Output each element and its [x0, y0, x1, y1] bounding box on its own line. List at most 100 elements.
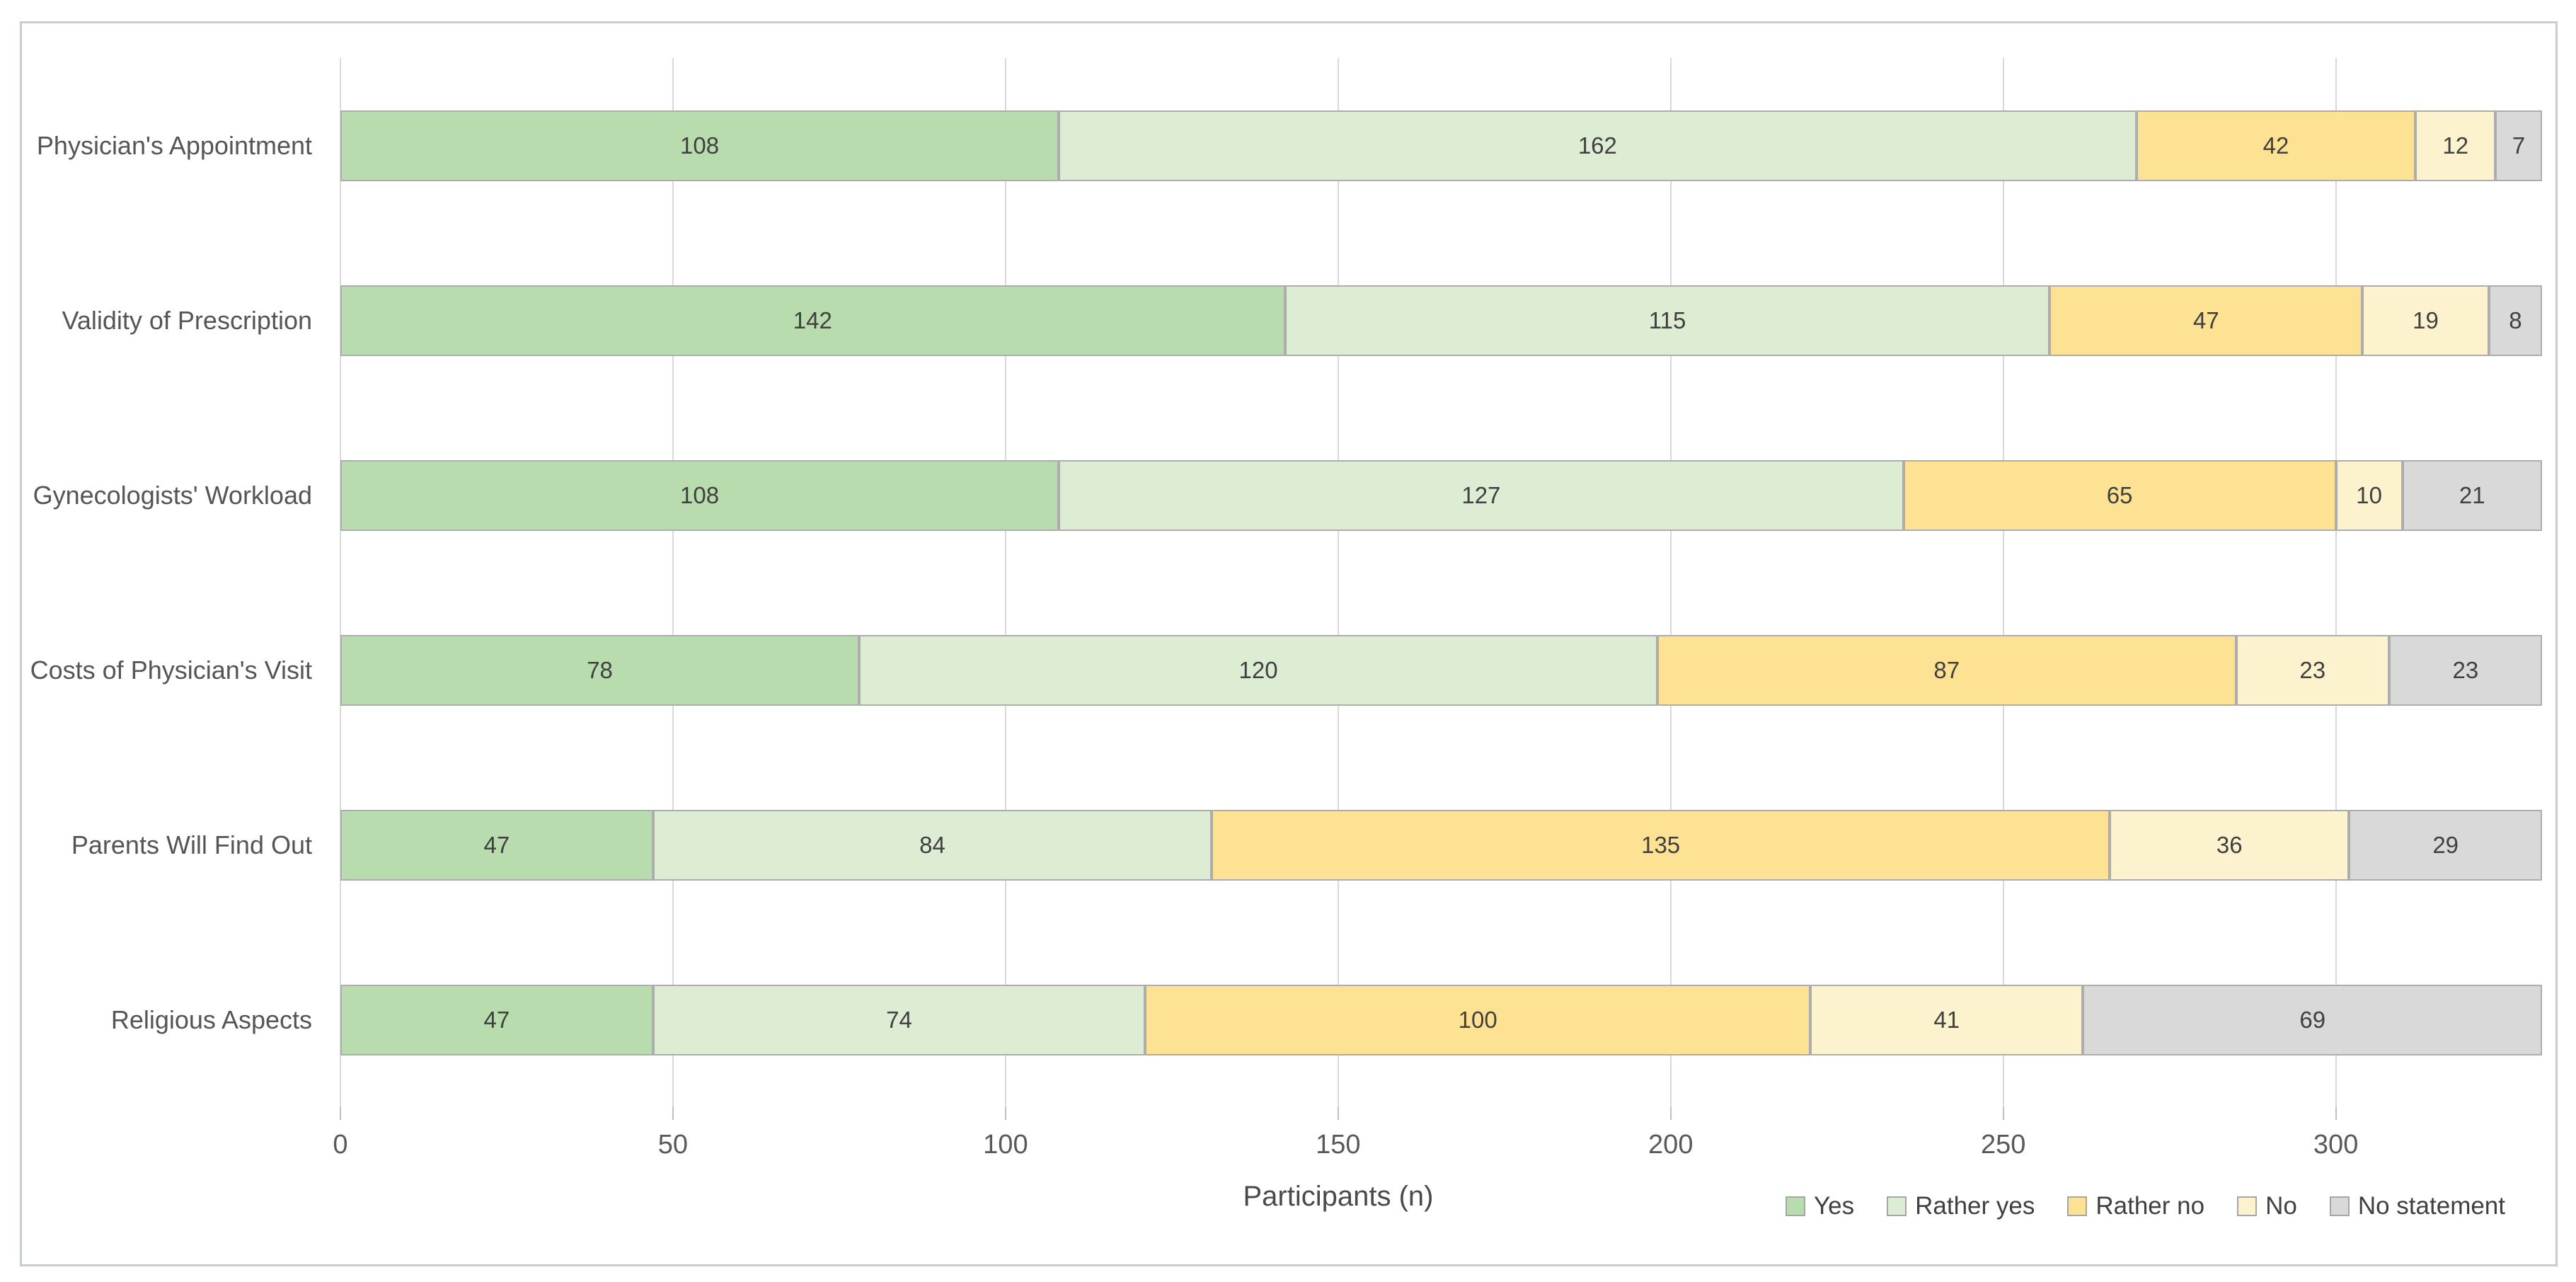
bar-segment-rather-yes: 162	[1059, 110, 2137, 181]
category-label: Costs of Physician's Visit	[30, 655, 312, 685]
x-tick-label-150: 150	[1316, 1130, 1361, 1160]
bar-segment-no: 12	[2415, 110, 2496, 181]
bar-segment-value: 23	[2299, 656, 2326, 683]
bar-segment-no-statement: 23	[2388, 634, 2542, 706]
bar-row-5: 47 74 100 41 69	[340, 984, 2542, 1055]
bar-row-1: 142 115 47 19 8	[340, 285, 2542, 356]
bar-segment-rather-yes: 120	[859, 634, 1657, 706]
bar-segment-value: 108	[680, 481, 720, 508]
bar-segment-value: 127	[1461, 481, 1501, 508]
bar-segment-no: 23	[2236, 634, 2389, 706]
gridline-50	[672, 58, 674, 1107]
legend-label: No statement	[2357, 1192, 2505, 1220]
legend-item-no-statement: No statement	[2329, 1192, 2505, 1220]
gridline-0	[340, 58, 341, 1107]
bar-segment-value: 87	[1933, 656, 1960, 683]
bar-segment-rather-yes: 115	[1284, 285, 2050, 356]
bar-segment-rather-yes: 84	[652, 809, 1212, 881]
legend-label: No	[2265, 1192, 2297, 1220]
legend-item-rather-no: Rather no	[2067, 1192, 2204, 1220]
x-tick-label-100: 100	[983, 1130, 1028, 1160]
bar-segment-rather-yes: 74	[652, 984, 1146, 1055]
bar-segment-rather-no: 135	[1212, 809, 2110, 881]
legend-label: Yes	[1814, 1192, 1855, 1220]
bar-segment-yes: 142	[340, 285, 1285, 356]
bar-segment-yes: 47	[340, 984, 653, 1055]
x-axis-tick-200	[1669, 1107, 1672, 1120]
x-axis-tick-100	[1004, 1107, 1006, 1120]
legend-swatch	[1887, 1196, 1907, 1216]
bar-segment-value: 23	[2452, 656, 2479, 683]
legend-swatch	[2329, 1196, 2350, 1216]
bar-segment-yes: 78	[340, 634, 860, 706]
category-label: Parents Will Find Out	[71, 830, 312, 859]
bar-row-2: 108 127 65 10 21	[340, 459, 2542, 531]
legend-swatch	[2237, 1196, 2258, 1216]
bar-segment-rather-yes: 127	[1059, 459, 1904, 531]
legend-item-rather-yes: Rather yes	[1887, 1192, 2035, 1220]
bar-segment-rather-no: 42	[2136, 110, 2416, 181]
bar-segment-value: 7	[2512, 132, 2526, 159]
bar-segment-no-statement: 8	[2488, 285, 2542, 356]
x-axis-tick-300	[2335, 1107, 2337, 1120]
bar-segment-yes: 108	[340, 110, 1059, 181]
bar-segment-value: 42	[2262, 132, 2289, 159]
x-tick-label-50: 50	[657, 1130, 689, 1160]
bar-segment-no-statement: 21	[2402, 459, 2542, 531]
legend: Yes Rather yes Rather no No No statement	[1786, 1192, 2505, 1220]
plot-area: 108 162 42 12 7 142 115 47 19 8 108 127 65 10 21 78 120 8…	[340, 58, 2542, 1120]
category-label: Gynecologists' Workload	[33, 480, 312, 510]
category-label: Validity of Prescription	[62, 305, 312, 335]
legend-label: Rather no	[2095, 1192, 2205, 1220]
legend-item-no: No	[2237, 1192, 2297, 1220]
bar-segment-no: 36	[2110, 809, 2350, 881]
bar-segment-value: 135	[1641, 831, 1681, 858]
bar-segment-no-statement: 69	[2083, 984, 2542, 1055]
gridline-200	[1669, 58, 1672, 1107]
bar-segment-value: 12	[2442, 132, 2469, 159]
bar-segment-value: 8	[2509, 307, 2522, 333]
x-axis-tick-250	[2002, 1107, 2004, 1120]
bar-segment-value: 29	[2432, 831, 2459, 858]
bar-row-3: 78 120 87 23 23	[340, 634, 2542, 706]
bar-segment-value: 10	[2356, 481, 2382, 508]
bar-segment-value: 78	[587, 656, 613, 683]
bar-segment-no: 41	[1810, 984, 2083, 1055]
x-tick-label-0: 0	[333, 1130, 348, 1160]
y-axis-category-labels: Physician's Appointment Validity of Presc…	[22, 58, 326, 1107]
bar-segment-rather-no: 65	[1903, 459, 2336, 531]
bar-segment-value: 65	[2106, 481, 2133, 508]
bar-segment-value: 47	[483, 831, 510, 858]
bar-segment-value: 74	[886, 1006, 912, 1033]
bar-segment-value: 162	[1577, 132, 1617, 159]
bar-segment-value: 21	[2459, 481, 2485, 508]
x-axis-tick-150	[1337, 1107, 1339, 1120]
bar-segment-yes: 108	[340, 459, 1059, 531]
bar-segment-no-statement: 7	[2495, 110, 2542, 181]
x-axis-title: Participants (n)	[1243, 1181, 1434, 1212]
category-label: Religious Aspects	[110, 1005, 312, 1034]
bar-segment-no: 19	[2362, 285, 2489, 356]
x-tick-label-250: 250	[1980, 1130, 2026, 1160]
gridline-100	[1004, 58, 1006, 1107]
bar-segment-value: 19	[2413, 307, 2439, 333]
bar-segment-value: 47	[2192, 307, 2219, 333]
bar-segment-value: 69	[2299, 1006, 2326, 1033]
bar-segment-rather-no: 100	[1145, 984, 1811, 1055]
x-axis-tick-0	[340, 1107, 341, 1120]
bar-row-0: 108 162 42 12 7	[340, 110, 2542, 181]
x-tick-label-300: 300	[2313, 1130, 2359, 1160]
bar-segment-value: 142	[793, 307, 832, 333]
x-tick-label-200: 200	[1648, 1130, 1694, 1160]
gridline-250	[2002, 58, 2004, 1107]
bar-segment-value: 84	[919, 831, 945, 858]
bar-segment-rather-no: 87	[1657, 634, 2236, 706]
x-axis-tick-50	[672, 1107, 674, 1120]
bar-segment-value: 115	[1648, 307, 1686, 333]
legend-swatch	[1786, 1196, 1806, 1216]
bar-segment-value: 36	[2216, 831, 2243, 858]
legend-label: Rather yes	[1915, 1192, 2035, 1220]
bar-segment-value: 120	[1238, 656, 1278, 683]
bar-row-4: 47 84 135 36 29	[340, 809, 2542, 881]
bar-segment-rather-no: 47	[2049, 285, 2363, 356]
